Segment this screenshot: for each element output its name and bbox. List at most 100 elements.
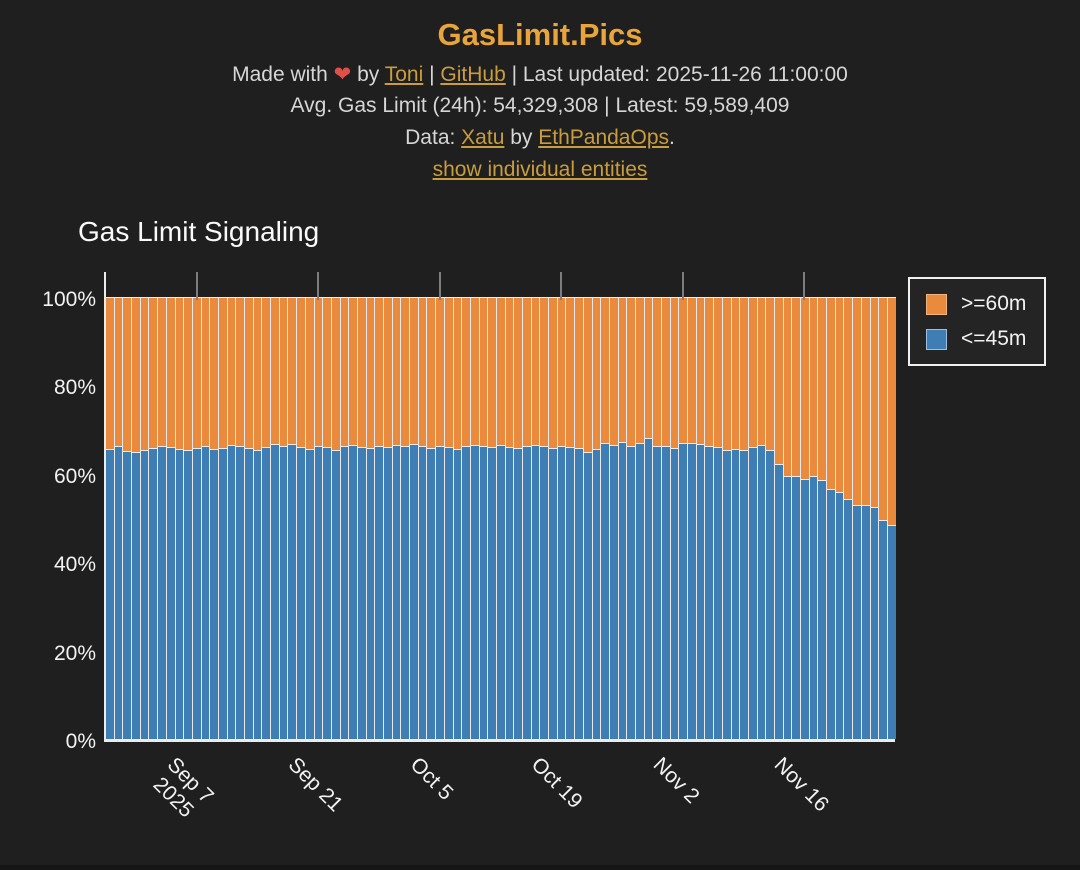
bar-segment-le45m <box>592 449 601 739</box>
bar-segment-le45m <box>496 445 505 739</box>
show-individual-entities-link[interactable]: show individual entities <box>432 158 648 181</box>
stacked-bar <box>470 297 479 739</box>
bar-segment-ge60m <box>175 297 184 450</box>
bar-segment-ge60m <box>523 297 531 446</box>
bar-segment-le45m <box>201 446 210 739</box>
bar-segment-ge60m <box>140 297 149 450</box>
bar-segment-ge60m <box>305 297 314 450</box>
bar-segment-le45m <box>288 443 297 739</box>
stacked-bar <box>853 297 861 739</box>
stacked-bar <box>870 297 879 739</box>
github-link[interactable]: GitHub <box>440 63 506 86</box>
stacked-bar <box>505 297 514 739</box>
bar-segment-le45m <box>166 446 175 739</box>
bar-segment-ge60m <box>158 297 166 446</box>
bar-segment-le45m <box>184 449 192 739</box>
bar-segment-ge60m <box>149 297 158 448</box>
stacked-bar <box>618 297 627 739</box>
bar-segment-ge60m <box>331 297 340 450</box>
stacked-bar <box>436 297 444 739</box>
bar-segment-ge60m <box>505 297 514 447</box>
stacked-bar <box>566 297 575 739</box>
bar-segment-ge60m <box>253 297 262 451</box>
bar-segment-ge60m <box>514 297 522 449</box>
stacked-bar <box>123 297 132 739</box>
bar-segment-ge60m <box>557 297 566 446</box>
bar-segment-le45m <box>132 452 140 739</box>
bar-segment-ge60m <box>227 297 236 445</box>
bar-segment-le45m <box>644 437 653 739</box>
stacked-bar <box>340 297 349 739</box>
stacked-bar <box>366 297 375 739</box>
bar-segment-le45m <box>410 444 418 739</box>
bar-segment-le45m <box>236 446 244 739</box>
bar-segment-ge60m <box>314 297 323 446</box>
stacked-bar <box>218 297 227 739</box>
stacked-bar <box>844 297 853 739</box>
stacked-bar <box>879 297 887 739</box>
x-tick-label: Oct 19 <box>526 753 587 814</box>
bar-segment-ge60m <box>609 297 618 445</box>
xatu-link[interactable]: Xatu <box>461 126 505 149</box>
stacked-bar <box>609 297 618 739</box>
bar-segment-le45m <box>870 506 879 739</box>
stacked-bar <box>635 297 644 739</box>
bar-segment-ge60m <box>757 297 766 446</box>
bar-segment-ge60m <box>201 297 210 447</box>
x-gridline <box>681 272 684 300</box>
bar-segment-ge60m <box>635 297 644 443</box>
stacked-bar <box>210 297 218 739</box>
bar-segment-le45m <box>549 447 557 739</box>
stacked-bar <box>783 297 792 739</box>
bar-segment-le45m <box>705 445 714 739</box>
bar-segment-ge60m <box>618 297 627 442</box>
stacked-bar <box>887 297 896 739</box>
bar-segment-ge60m <box>887 297 896 526</box>
bar-segment-le45m <box>783 476 792 739</box>
bar-segment-ge60m <box>453 297 462 449</box>
bar-segment-le45m <box>279 445 288 739</box>
stacked-bar <box>861 297 870 739</box>
legend-row-ge60: >=60m <box>926 292 1026 316</box>
stacked-bar <box>774 297 783 739</box>
bar-segment-le45m <box>809 475 818 739</box>
ethpandaops-link[interactable]: EthPandaOps <box>538 126 669 149</box>
bar-segment-le45m <box>384 447 392 739</box>
bar-segment-le45m <box>662 445 670 739</box>
bar-segment-ge60m <box>827 297 835 489</box>
bar-segment-ge60m <box>531 297 540 445</box>
bar-segment-ge60m <box>696 297 705 444</box>
bar-segment-le45m <box>714 447 722 739</box>
stacked-bar <box>392 297 401 739</box>
bar-segment-le45m <box>340 446 349 739</box>
bar-segment-le45m <box>653 445 661 739</box>
bar-segment-le45m <box>766 449 774 739</box>
bar-segment-le45m <box>523 445 531 739</box>
bar-segment-le45m <box>227 444 236 739</box>
bar-segment-ge60m <box>279 297 288 446</box>
x-tick-label: Nov 16 <box>769 753 834 817</box>
x-gridline <box>438 272 441 300</box>
stacked-bar <box>245 297 253 739</box>
bar-segment-ge60m <box>688 297 696 443</box>
legend-row-le45: <=45m <box>926 327 1026 351</box>
bar-segment-le45m <box>297 446 305 739</box>
bar-segment-ge60m <box>496 297 505 446</box>
bar-segment-ge60m <box>436 297 444 446</box>
bar-segment-le45m <box>635 442 644 739</box>
bar-segment-ge60m <box>366 297 375 449</box>
y-tick-label: 60% <box>53 464 96 488</box>
bar-segment-ge60m <box>566 297 575 447</box>
bar-segment-ge60m <box>114 297 123 447</box>
bar-segment-ge60m <box>766 297 774 450</box>
bar-segment-ge60m <box>288 297 297 444</box>
toni-link[interactable]: Toni <box>384 63 424 86</box>
stacked-bar <box>357 297 366 739</box>
x-gridline <box>802 272 805 300</box>
stacked-bar <box>401 297 410 739</box>
stacked-bar <box>166 297 175 739</box>
stacked-bar <box>653 297 661 739</box>
bar-segment-ge60m <box>375 297 383 446</box>
bar-segment-ge60m <box>592 297 601 450</box>
